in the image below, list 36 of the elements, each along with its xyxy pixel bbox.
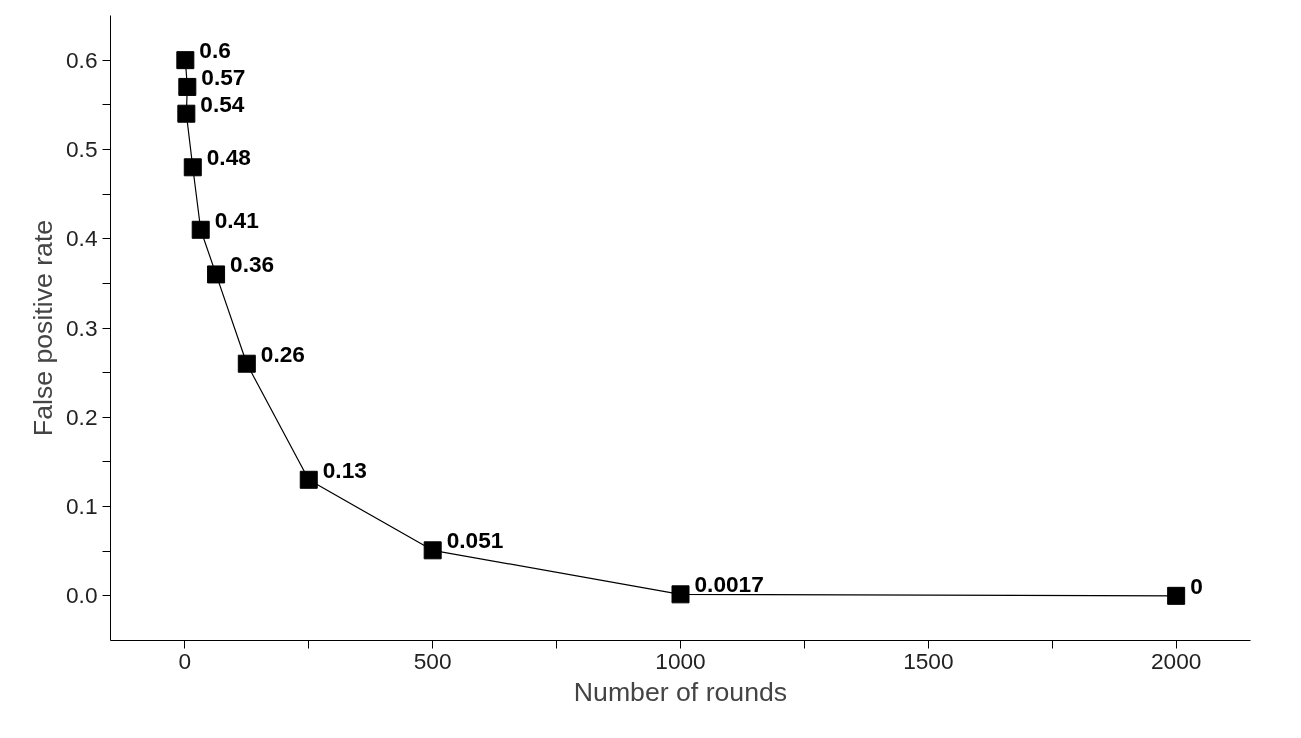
data-label: 0.54	[200, 90, 245, 117]
x-axis-title: Number of rounds	[573, 676, 788, 707]
point	[423, 541, 442, 560]
point	[207, 265, 226, 284]
y-tick-label: 0.5	[66, 135, 98, 162]
x-tick-label: 1000	[655, 647, 706, 674]
x-tick-label: 1500	[903, 647, 954, 674]
point	[176, 51, 195, 70]
x-tick-label: 500	[413, 647, 452, 674]
y-tick-label: 0.4	[66, 225, 98, 252]
data-label: 0.13	[322, 456, 367, 483]
data-label: 0.6	[199, 37, 231, 64]
y-tick-label: 0.2	[66, 403, 98, 430]
point	[178, 77, 197, 96]
point	[237, 354, 256, 373]
data-label: 0.051	[446, 527, 504, 554]
point	[177, 104, 196, 123]
data-label: 0.36	[230, 251, 275, 278]
y-tick-label: 0.0	[66, 582, 98, 609]
y-tick-label: 0.6	[66, 46, 98, 73]
point	[1167, 586, 1186, 605]
data-label: 0.0017	[694, 571, 764, 598]
y-axis-title: False positive rate	[28, 219, 58, 437]
point	[299, 470, 318, 489]
data-label: 0.26	[260, 340, 305, 367]
y-tick-label: 0.1	[66, 493, 98, 520]
point	[191, 220, 210, 239]
y-tick-label: 0.3	[66, 314, 98, 341]
point	[183, 158, 202, 177]
data-label: 0.41	[214, 206, 259, 233]
point	[671, 585, 690, 604]
data-label: 0	[1190, 572, 1203, 599]
data-label: 0.57	[201, 63, 246, 90]
x-tick-label: 2000	[1150, 647, 1202, 674]
data-label: 0.48	[206, 144, 251, 171]
x-tick-label: 0	[178, 647, 192, 674]
